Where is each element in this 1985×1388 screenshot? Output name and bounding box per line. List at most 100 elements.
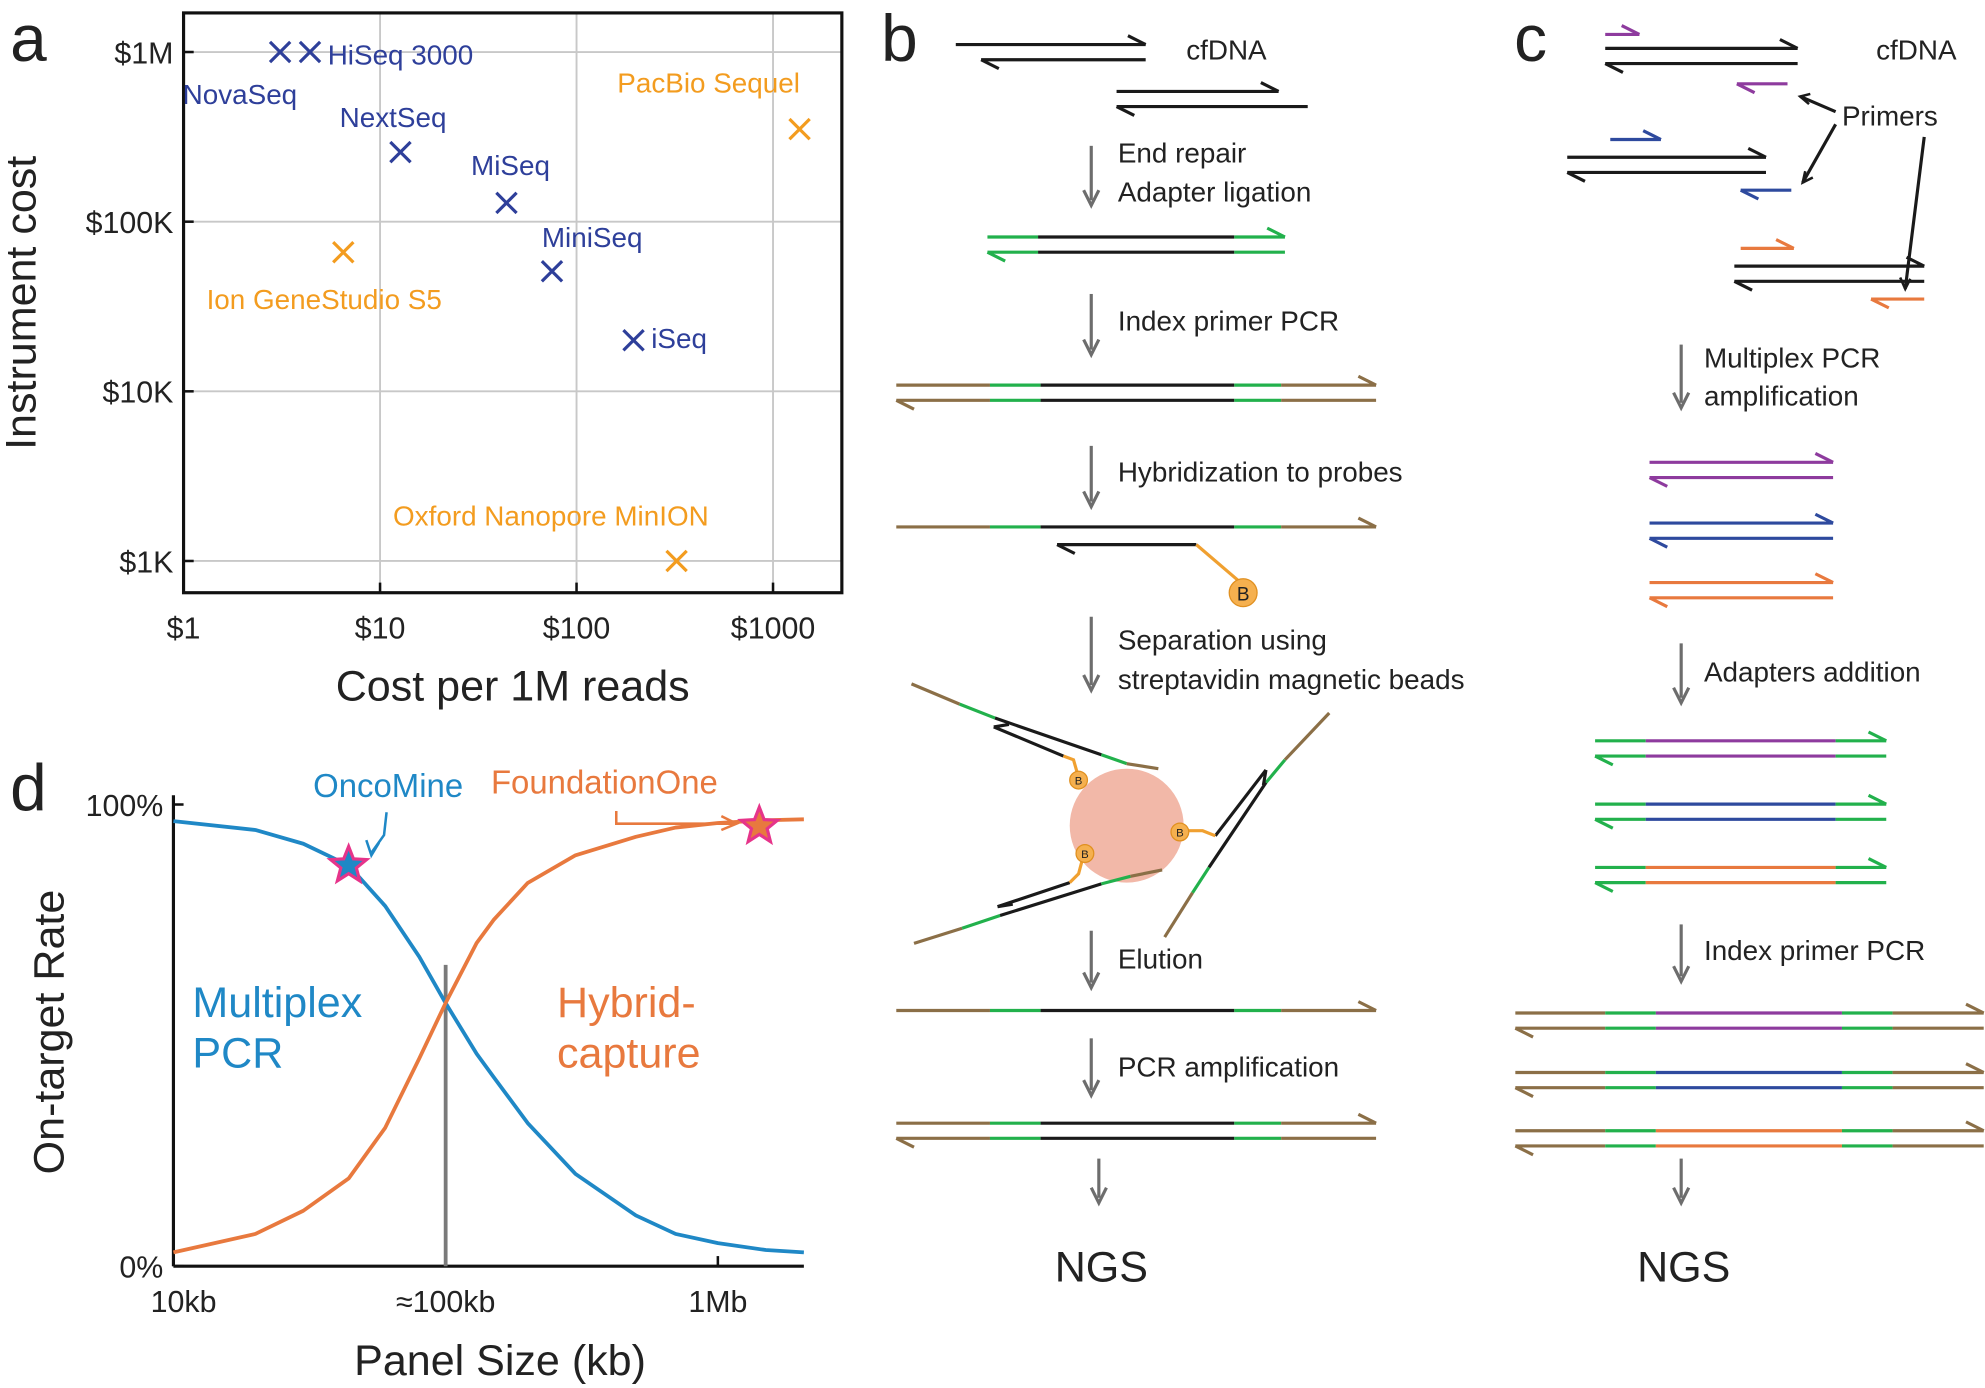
- annotation-arrow: [370, 812, 388, 854]
- step-label: amplification: [1704, 380, 1859, 411]
- x-tick-label: $1000: [731, 611, 815, 645]
- strand-head: [1514, 1026, 1534, 1039]
- strand-head: [1814, 452, 1834, 464]
- strand: [993, 725, 1065, 758]
- linker: [1195, 543, 1242, 584]
- curve: [173, 819, 804, 1255]
- y-tick-label: $100K: [86, 206, 174, 240]
- point-marker: [298, 40, 322, 64]
- output-label: NGS: [1637, 1243, 1730, 1291]
- pointer-head: [1800, 170, 1814, 185]
- y-tick-label: $10K: [102, 376, 173, 410]
- strand-head: [1594, 817, 1614, 830]
- strand: [1100, 753, 1128, 766]
- step-arrow-head: [1089, 1187, 1108, 1207]
- y-axis-label: Instrument cost: [0, 156, 45, 450]
- strand: [959, 702, 996, 720]
- step-label: End repair: [1118, 137, 1246, 168]
- strand-head: [1594, 881, 1614, 893]
- strand-head: [1736, 82, 1756, 95]
- step-arrow-head: [1082, 1079, 1101, 1099]
- arrow-head: [720, 814, 740, 832]
- strand-head: [980, 58, 1000, 71]
- point-label: MiniSeq: [542, 222, 643, 253]
- strand: [993, 722, 1010, 729]
- point-marker: [495, 191, 518, 215]
- point-label: Oxford Nanopore MinION: [393, 501, 709, 532]
- strand: [997, 902, 1014, 909]
- strand-head: [1779, 38, 1799, 50]
- step-arrow-head: [1672, 686, 1691, 707]
- point-marker: [540, 260, 564, 283]
- strand: [1100, 874, 1131, 886]
- step-arrow-head: [1082, 674, 1101, 694]
- strand-head: [1620, 24, 1641, 36]
- point-marker: [389, 140, 412, 164]
- step-label: Hybridization to probes: [1118, 456, 1403, 487]
- strand-head: [1266, 226, 1286, 239]
- step-label: Multiplex PCR: [1704, 342, 1880, 373]
- strand: [1191, 866, 1211, 894]
- strand: [1264, 758, 1287, 784]
- strand-head: [1357, 1112, 1377, 1125]
- x-axis-label: Cost per 1M reads: [336, 662, 690, 710]
- strand-head: [1814, 572, 1834, 585]
- strand: [1126, 762, 1159, 771]
- strand-head: [1867, 730, 1887, 743]
- biotin: [1075, 844, 1095, 864]
- pointer: [1903, 136, 1926, 290]
- point-label: MiSeq: [471, 150, 550, 181]
- biotin-label: B: [1075, 776, 1083, 788]
- strand-head: [1965, 1002, 1985, 1015]
- biotin: [1228, 578, 1258, 608]
- biotin: [1170, 822, 1190, 842]
- strand: [994, 716, 1102, 757]
- strand: [913, 926, 963, 945]
- y-tick-label: $1K: [119, 545, 173, 579]
- strand-head: [1604, 62, 1624, 74]
- x-tick-label: ≈100kb: [396, 1285, 495, 1319]
- curve: [173, 817, 804, 1255]
- region-label: capture: [557, 1029, 701, 1077]
- point-marker: [268, 40, 292, 64]
- strand-head: [1867, 857, 1887, 869]
- strand-head: [895, 1136, 915, 1149]
- step-arrow-head: [1082, 338, 1101, 359]
- point-label: iSeq: [651, 323, 707, 354]
- strand-head: [1357, 1000, 1377, 1012]
- point-marker: [332, 241, 355, 264]
- strand-head: [1648, 596, 1668, 609]
- strand: [999, 882, 1102, 918]
- strand: [1130, 868, 1163, 878]
- strand-head: [1514, 1144, 1534, 1157]
- primers-label: Primers: [1842, 101, 1938, 132]
- pointer-head: [1899, 276, 1912, 292]
- strand: [1261, 769, 1268, 786]
- strand-head: [1357, 374, 1377, 387]
- x-tick-label: 10kb: [151, 1285, 217, 1319]
- pointer: [1801, 123, 1837, 184]
- pointer: [1799, 95, 1837, 114]
- strand-head: [1867, 793, 1887, 806]
- step-arrow-head: [1672, 391, 1691, 412]
- point-marker: [788, 117, 811, 141]
- strand-head: [1965, 1120, 1985, 1133]
- strand: [1163, 891, 1194, 938]
- strand-head: [1127, 34, 1147, 46]
- strand-head: [1357, 516, 1377, 529]
- step-arrow-head: [1082, 971, 1101, 992]
- highlight-label: OncoMine: [313, 767, 463, 804]
- biotin-label: B: [1176, 827, 1184, 839]
- strand-head: [1648, 536, 1668, 549]
- x-tick-label: $10: [355, 611, 406, 645]
- strand-head: [1566, 171, 1586, 183]
- x-tick-label: $100: [543, 611, 611, 645]
- point-label: NovaSeq: [183, 79, 298, 110]
- y-tick-label: $1M: [114, 36, 173, 70]
- biotin: [1069, 770, 1089, 790]
- panel-letter: c: [1514, 1, 1547, 75]
- strand: [961, 914, 1001, 930]
- y-tick-label: 100%: [86, 789, 164, 823]
